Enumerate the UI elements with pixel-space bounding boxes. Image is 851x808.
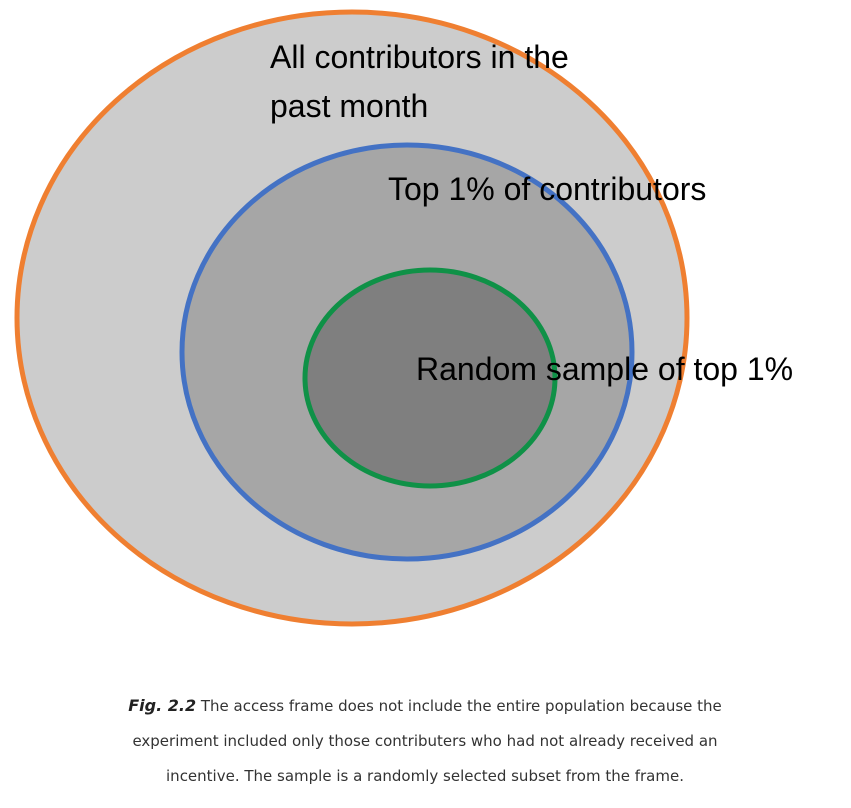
all-contributors-label-line-1: All contributors in the [270,39,569,75]
top-1-percent-label: Top 1% of contributors [388,171,706,207]
caption-line-3: incentive. The sample is a randomly sele… [166,767,684,785]
caption-line-1: Fig. 2.2 The access frame does not inclu… [60,688,790,724]
figure-number: Fig. 2.2 [128,696,197,715]
venn-diagram: All contributors in the past month Top 1… [14,9,793,627]
caption-line-2: experiment included only those contribut… [132,732,718,750]
all-contributors-label-line-2: past month [270,88,428,124]
caption-text-1: The access frame does not include the en… [200,697,722,715]
random-sample-ellipse [302,267,558,489]
random-sample-label: Random sample of top 1% [416,351,793,387]
figure-caption: Fig. 2.2 The access frame does not inclu… [60,688,790,794]
